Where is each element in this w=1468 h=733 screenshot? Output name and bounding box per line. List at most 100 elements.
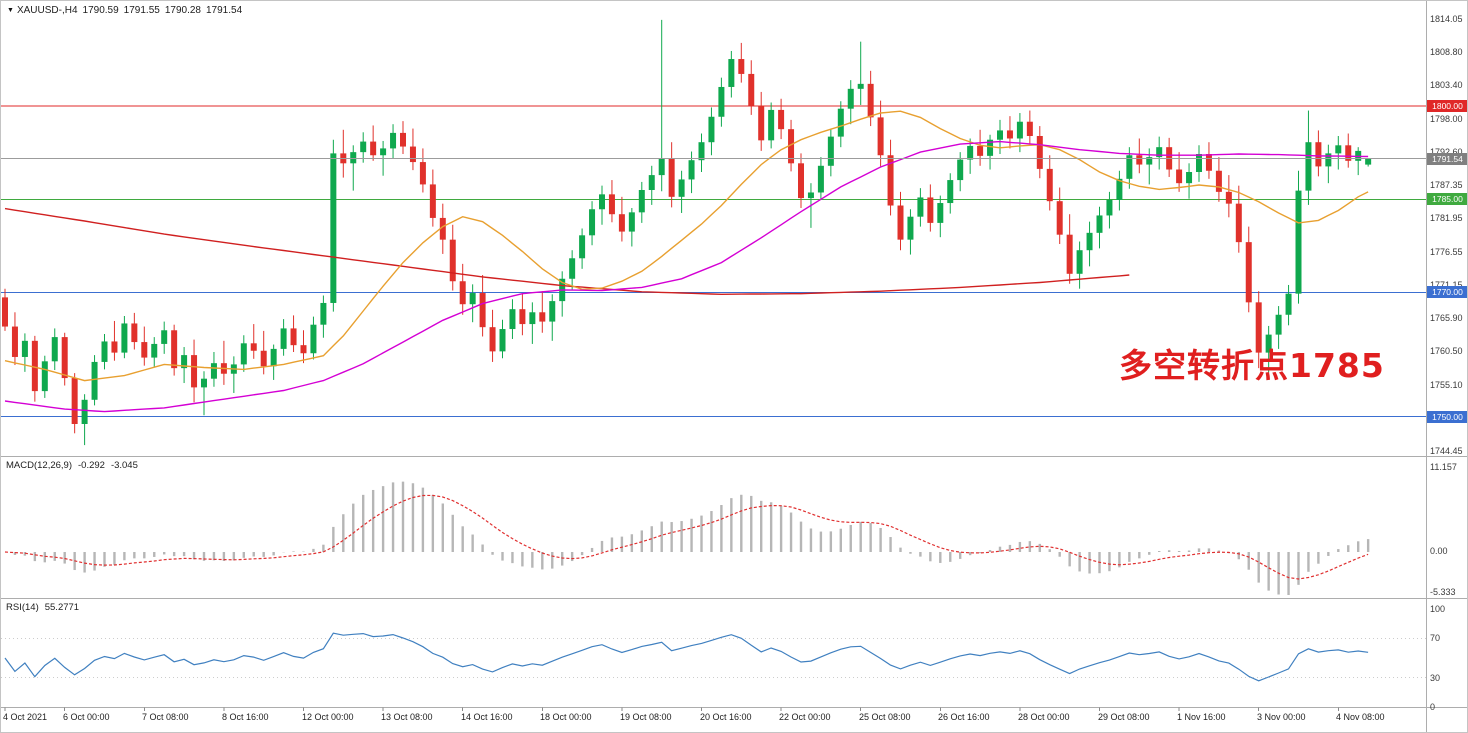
time-axis-label: 1 Nov 16:00 [1177,712,1226,722]
candle-body [937,203,944,223]
candle-body [778,109,785,130]
ohlc-low: 1790.28 [164,5,201,16]
candle-body [270,348,277,367]
candle-body [260,350,267,367]
price-axis-label: 1792.60 [1430,147,1463,157]
candle-body [1345,145,1352,161]
macd-signal-value: -3.045 [110,460,138,471]
candle-body [599,194,605,210]
ma-slow-red[interactable] [4,207,1130,296]
candle-body [121,323,128,353]
rsi-value: 55.2771 [44,602,80,613]
candle-body [708,116,715,143]
macd-indicator-label: MACD(12,26,9) -0.292 -3.045 [6,460,138,471]
price-axis-label: 1776.55 [1430,247,1463,257]
candle-body [210,363,217,379]
candle-body [1196,154,1202,173]
time-axis-label: 20 Oct 16:00 [700,712,752,722]
candle-body [171,330,178,369]
macd-name: MACD(12,26,9) [6,460,72,471]
candle-body [370,141,377,156]
candle-body [320,302,327,325]
candle-body [798,163,804,199]
candle-body [927,197,934,223]
time-axis-label: 28 Oct 00:00 [1018,712,1070,722]
candle-body [439,217,446,240]
candle-body [400,132,406,147]
candle-body [409,146,416,163]
chart-annotation-text[interactable]: 多空转折点1785 [1119,346,1385,385]
candle-body [947,180,954,204]
candle-body [1235,203,1242,243]
candle-body [1205,154,1212,171]
candle-body [1265,334,1272,353]
price-line-badge: 1785.00 [1427,193,1467,205]
time-axis-label: 25 Oct 08:00 [859,712,911,722]
price-line-badge: 1750.00 [1427,411,1467,423]
price-line-badge: 1800.00 [1427,100,1467,112]
candle-body [1295,190,1302,294]
candle-body [967,145,974,160]
price-axis-label: 1781.95 [1430,213,1463,223]
candle-body [1136,155,1143,165]
candle-body [1046,168,1053,202]
candle-body [91,361,98,400]
candle-body [579,235,586,259]
candle-body [608,194,615,215]
macd-signal-line [4,494,1369,580]
candle-body [698,142,705,161]
candle-body [987,139,994,156]
candle-body [997,130,1003,140]
price-axis-label: 1808.80 [1430,47,1463,57]
candle-body [1076,250,1083,274]
candle-body [549,301,556,322]
ma-medium-magenta[interactable] [4,140,1369,413]
candle-body [917,197,924,217]
candle-body [1066,234,1073,274]
macd-main-value: -0.292 [78,460,105,471]
candle-body [758,105,765,141]
candle-body [1325,153,1332,167]
price-axis-label: 1787.35 [1430,180,1463,190]
candle-body [1056,201,1063,235]
candle-body [748,73,755,106]
candle-body [807,192,814,199]
candle-body [11,326,18,357]
candle-body [2,297,8,327]
candle-body [897,205,904,240]
candle-body [788,129,795,164]
ma-fast-orange[interactable] [4,110,1369,382]
symbol-dropdown-icon[interactable]: ▼ [7,7,14,14]
candle-body [449,239,456,282]
rsi-axis-label: 0 [1430,702,1436,712]
candle-body [589,209,596,236]
macd-axis-label: 0.00 [1430,546,1448,556]
candle-body [1215,170,1222,192]
symbol-name: XAUUSD-,H4 [16,5,78,16]
candle-body [499,329,506,352]
candle-body [459,281,466,305]
candle-body [181,355,188,369]
candle-body [827,136,834,166]
price-axis-label: 1798.00 [1430,114,1463,124]
candle-body [161,330,168,344]
candle-body [71,378,78,425]
symbol-info: ▼ XAUUSD-,H4 1790.59 1791.55 1790.28 1791.54 [7,5,242,16]
candle-body [1245,242,1252,303]
time-axis-label: 14 Oct 16:00 [461,712,513,722]
candle-body [728,59,735,87]
candle-body [191,355,198,388]
candle-body [877,117,884,156]
time-axis-label: 7 Oct 08:00 [142,712,189,722]
candle-body [1156,147,1163,158]
candle-body [300,345,307,354]
candle-body [1036,136,1043,169]
time-axis-label: 4 Nov 08:00 [1336,712,1385,722]
time-axis-label: 8 Oct 16:00 [222,712,269,722]
rsi-name: RSI(14) [6,602,39,613]
candle-body [628,212,635,232]
price-axis-label: 1814.05 [1430,14,1463,24]
candle-body [688,160,695,180]
